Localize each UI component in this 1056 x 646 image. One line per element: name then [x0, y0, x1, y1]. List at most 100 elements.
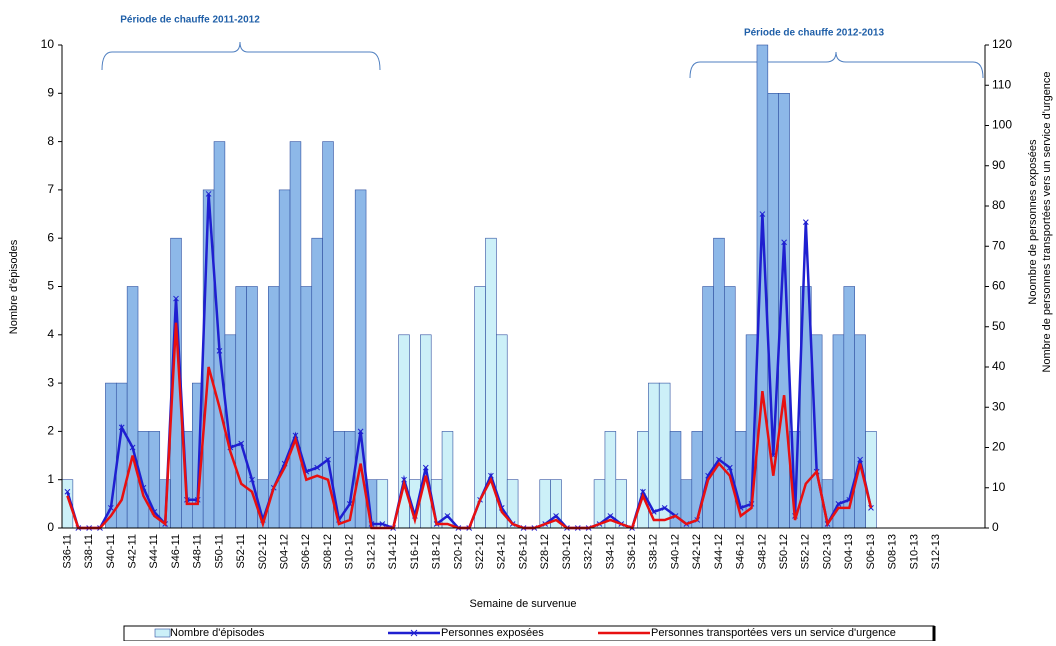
- bar: [713, 237, 725, 529]
- x-tick-label: S38-12: [648, 534, 660, 569]
- marker: [118, 424, 125, 431]
- bar: [322, 141, 334, 529]
- marker: [325, 456, 331, 463]
- annotation: Période de chauffe 2011-2012: [120, 15, 260, 26]
- x-tick-label: S14-12: [387, 534, 399, 569]
- marker: [357, 428, 364, 435]
- y-axis-label: Nombre d'épisodes: [8, 239, 20, 334]
- x-tick-label: S32-12: [583, 534, 595, 569]
- marker: [379, 521, 386, 527]
- x-tick-label: S24-12: [496, 534, 508, 569]
- bar: [691, 431, 703, 529]
- marker: [607, 513, 614, 519]
- y-tick-label: 2: [47, 424, 54, 438]
- x-tick-label: S36-12: [626, 534, 638, 569]
- y-tick-label: 8: [47, 134, 54, 148]
- x-tick-label: S02-12: [257, 534, 269, 569]
- marker: [488, 472, 494, 479]
- bar: [832, 334, 845, 529]
- marker: [314, 464, 321, 471]
- y-tick-label: 9: [47, 85, 54, 99]
- x-tick-label: S44-12: [713, 534, 725, 569]
- y-tick-label: 7: [47, 182, 54, 196]
- marker: [835, 500, 842, 507]
- x-tick-label: S48-11: [192, 534, 204, 569]
- x-tick-label: S42-11: [126, 534, 138, 569]
- bar: [311, 237, 323, 529]
- marker: [716, 456, 722, 463]
- marker: [238, 440, 245, 447]
- bar: [289, 141, 302, 529]
- y-tick-label: 4: [47, 327, 54, 341]
- legend-swatch: [154, 628, 171, 638]
- x-tick-label: S04-13: [843, 534, 855, 569]
- legend-label: Personnes transportées vers un service d…: [651, 627, 896, 639]
- marker: [64, 488, 71, 495]
- y2-tick-label: 10: [992, 480, 1006, 494]
- y2-tick-label: 110: [992, 77, 1011, 91]
- legend-label: Personnes exposées: [441, 627, 544, 639]
- bar: [767, 93, 779, 529]
- y2-axis-label: Nombre de personnes transportées vers un…: [1041, 71, 1053, 372]
- marker: [444, 513, 451, 519]
- marker: [781, 239, 787, 246]
- x-tick-label: S46-12: [735, 534, 747, 569]
- bar: [658, 382, 671, 529]
- x-tick-label: S20-12: [452, 534, 464, 569]
- marker: [292, 432, 299, 439]
- y2-tick-label: 70: [992, 238, 1006, 252]
- marker: [108, 505, 114, 511]
- x-tick-label: S10-12: [344, 534, 356, 569]
- x-tick-label: S22-12: [474, 534, 486, 569]
- x-tick-label: S28-12: [539, 534, 551, 569]
- x-tick-label: S40-12: [669, 534, 681, 569]
- y2-tick-label: 90: [992, 158, 1006, 172]
- marker: [249, 476, 255, 483]
- x-tick-label: S12-13: [930, 534, 942, 569]
- marker: [640, 488, 646, 495]
- x-tick-label: S44-11: [148, 534, 160, 569]
- brace: [101, 41, 381, 71]
- marker: [802, 219, 809, 225]
- y2-tick-label: 80: [992, 198, 1006, 212]
- bar: [126, 286, 139, 529]
- bar: [376, 479, 389, 529]
- y2-axis-label: Noombre de personnes exposées: [1027, 139, 1039, 305]
- x-tick-label: S40-11: [105, 534, 117, 569]
- marker: [129, 444, 136, 451]
- legend-marker: [410, 629, 418, 637]
- x-tick-label: S46-11: [170, 534, 182, 569]
- marker: [216, 348, 223, 354]
- y2-tick-label: 30: [992, 399, 1006, 413]
- bar: [865, 431, 877, 529]
- bar: [420, 334, 432, 529]
- marker: [173, 295, 179, 302]
- bar: [235, 286, 247, 529]
- x-tick-label: S02-13: [821, 534, 833, 569]
- y-tick-label: 3: [47, 375, 54, 389]
- legend-label: Nombre d'épisodes: [170, 627, 265, 639]
- brace: [689, 51, 984, 79]
- y-tick-label: 1: [47, 472, 54, 486]
- y2-tick-label: 120: [992, 37, 1012, 51]
- marker: [661, 505, 668, 511]
- x-tick-label: S52-11: [235, 534, 247, 569]
- bar: [854, 334, 866, 529]
- y2-tick-label: 40: [992, 359, 1006, 373]
- y2-tick-label: 60: [992, 279, 1006, 293]
- bar: [604, 431, 617, 529]
- x-axis-label: Semaine de survenue: [469, 598, 576, 610]
- x-tick-label: S42-12: [691, 534, 703, 569]
- x-tick-label: S52-12: [800, 534, 812, 569]
- x-tick-label: S50-11: [213, 534, 225, 569]
- annotation: Période de chauffe 2012-2013: [744, 28, 885, 39]
- x-tick-label: S10-13: [908, 534, 920, 569]
- marker: [205, 191, 212, 197]
- y2-tick-label: 50: [992, 319, 1006, 333]
- x-tick-label: S50-12: [778, 534, 790, 569]
- y-tick-label: 5: [47, 279, 54, 293]
- x-tick-label: S16-12: [409, 534, 421, 569]
- marker: [553, 513, 559, 519]
- x-tick-label: S30-12: [561, 534, 573, 569]
